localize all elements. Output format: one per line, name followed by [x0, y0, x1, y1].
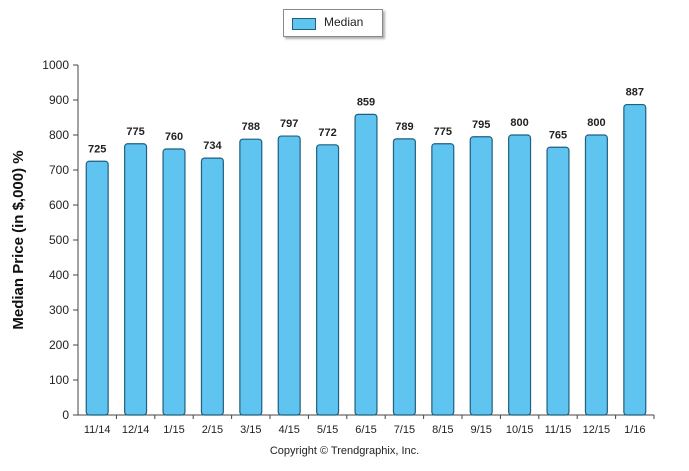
- data-label: 797: [280, 118, 298, 130]
- bar: [546, 146, 570, 416]
- data-label: 795: [472, 119, 490, 131]
- data-label: 788: [242, 121, 260, 133]
- data-label: 772: [318, 127, 336, 139]
- x-tick-label: 12/15: [583, 424, 611, 436]
- legend-swatch: [292, 18, 316, 30]
- bar: [85, 160, 109, 416]
- y-tick-label: 600: [49, 198, 69, 212]
- y-tick-label: 700: [49, 163, 69, 177]
- bar: [124, 143, 148, 416]
- data-label: 725: [88, 143, 106, 155]
- bar: [162, 148, 186, 416]
- bar: [392, 138, 416, 416]
- y-tick-label: 100: [49, 373, 69, 387]
- data-label: 734: [203, 140, 222, 152]
- data-label: 775: [126, 126, 144, 138]
- bar: [316, 144, 340, 416]
- bar: [469, 136, 493, 416]
- y-tick-label: 400: [49, 268, 69, 282]
- x-tick-label: 2/15: [202, 424, 223, 436]
- x-tick-label: 8/15: [432, 424, 453, 436]
- y-tick-label: 500: [49, 233, 69, 247]
- data-label: 789: [395, 121, 413, 133]
- bar: [623, 103, 647, 416]
- data-label: 765: [549, 129, 567, 141]
- data-label: 800: [510, 117, 528, 129]
- bar: [584, 134, 608, 416]
- copyright-text: Copyright © Trendgraphix, Inc.: [269, 445, 420, 457]
- bar: [277, 135, 301, 416]
- x-tick-label: 12/14: [122, 424, 150, 436]
- bar: [239, 138, 263, 416]
- x-tick-label: 1/16: [624, 424, 645, 436]
- bar: [508, 134, 532, 416]
- bars: [85, 103, 647, 416]
- x-axis: 11/14 12/14 1/15 2/15 3/15 4/15 5/15 6/15 7/15 8/…: [78, 414, 655, 436]
- data-label: 800: [587, 117, 605, 129]
- y-tick-label: 1000: [42, 58, 69, 72]
- x-tick-label: 9/15: [470, 424, 491, 436]
- y-tick-label: 300: [49, 303, 69, 317]
- data-label: 775: [434, 126, 452, 138]
- bar: [354, 113, 378, 416]
- legend-label: Median: [324, 15, 364, 29]
- x-tick-label: 1/15: [163, 424, 184, 436]
- data-label: 887: [626, 87, 644, 99]
- x-tick-label: 11/14: [84, 424, 111, 436]
- y-tick-label: 200: [49, 338, 69, 352]
- x-tick-label: 6/15: [355, 424, 376, 436]
- data-label: 760: [165, 131, 183, 143]
- legend: Median: [283, 9, 383, 37]
- y-tick-label: 900: [49, 93, 69, 107]
- y-tick-label: 800: [49, 128, 69, 142]
- x-tick-label: 3/15: [240, 424, 261, 436]
- x-tick-label: 11/15: [545, 424, 572, 436]
- data-label: 859: [357, 96, 375, 108]
- y-tick-label: 0: [62, 408, 69, 422]
- y-axis: 0 100 200 300 400 500 600 700 800 900 1000: [42, 58, 79, 422]
- data-labels: 725 775 760 734 788 797 772 859 789 775 795 800 765 8…: [88, 87, 644, 156]
- x-tick-label: 5/15: [317, 424, 338, 436]
- y-axis-title: Median Price (in $,000) %: [10, 150, 27, 329]
- bar: [200, 157, 224, 416]
- x-tick-label: 7/15: [394, 424, 415, 436]
- bar: [431, 143, 455, 416]
- x-tick-label: 4/15: [278, 424, 299, 436]
- x-tick-label: 10/15: [506, 424, 534, 436]
